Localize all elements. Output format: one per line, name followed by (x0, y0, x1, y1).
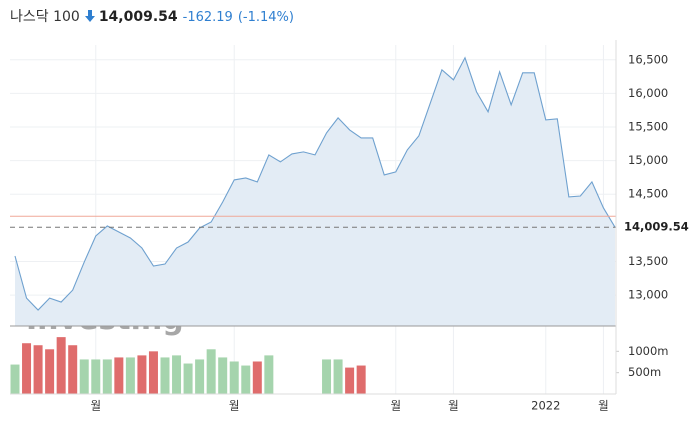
line (14, 56, 616, 311)
y2-tick-label: 500m (628, 365, 661, 379)
volume-bar (56, 337, 66, 394)
volume-bar (125, 357, 135, 394)
change: -162.19 (182, 10, 233, 25)
y-tick-label: 15,000 (628, 153, 668, 167)
y-tick-label: 16,500 (628, 52, 668, 66)
x-tick-label: 월 (90, 399, 101, 413)
volume-bar (241, 365, 251, 394)
volume-bar (102, 359, 112, 394)
volume-bar (22, 343, 32, 394)
volume-bar (160, 357, 170, 394)
volume-bar (322, 359, 332, 394)
volume-bar (218, 357, 228, 394)
volume-bar (229, 361, 239, 394)
y-tick-label: 14,500 (628, 187, 668, 201)
x-tick-label: 월 (598, 399, 609, 413)
volume-bar (79, 359, 89, 394)
volume-bar (148, 351, 158, 394)
volume-bar (183, 363, 193, 394)
volume-bar (137, 355, 147, 394)
volume-bar (345, 367, 355, 394)
current-label-bg (620, 218, 692, 237)
x-tick-label: 월 (448, 399, 459, 413)
volume-bar (45, 349, 55, 394)
volume-bar (33, 345, 43, 394)
price: 14,009.54 (98, 9, 178, 25)
volume-bar (264, 355, 274, 394)
volume-bar (114, 357, 124, 394)
header: 나스닥 100 14,009.54 -162.19 (-1.14%) (10, 6, 299, 26)
y-tick-label: 16,000 (628, 86, 668, 100)
x-tick-label: 월 (390, 399, 401, 413)
volume-bar (68, 345, 78, 394)
volume-bar (91, 359, 101, 394)
current-label: 14,009.54 (624, 220, 689, 234)
volume-bar (195, 359, 205, 394)
change-pct: (-1.14%) (237, 10, 294, 25)
index-name: 나스닥 100 (10, 9, 80, 25)
y2-tick-label: 1000m (628, 344, 668, 358)
y-tick-label: 15,500 (628, 120, 668, 134)
volume-bar (333, 359, 343, 394)
x-tick-label: 2022 (531, 399, 560, 413)
volume-bar (206, 349, 216, 394)
volume-bar (10, 364, 20, 394)
x-tick-label: 월 (229, 399, 240, 413)
area (15, 57, 615, 326)
volume-bar (172, 355, 182, 394)
volume-bar (252, 361, 262, 394)
y-tick-label: 13,500 (628, 254, 668, 268)
volume-bar (356, 365, 366, 394)
down-arrow (84, 10, 95, 22)
y-tick-label: 13,000 (628, 288, 668, 302)
